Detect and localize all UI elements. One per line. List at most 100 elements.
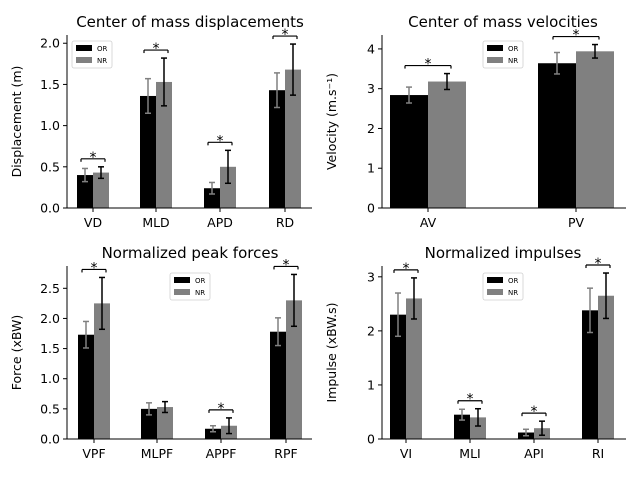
legend-swatch-OR <box>487 45 503 51</box>
x-tick-label-VD: VD <box>84 215 102 230</box>
y-axis-label: Impulse (xBW.s) <box>324 302 339 402</box>
significance-star: * <box>595 256 602 272</box>
legend-label-NR: NR <box>508 289 518 297</box>
significance-star: * <box>425 57 432 73</box>
x-tick-label-RD: RD <box>276 215 294 230</box>
x-tick-label-MLPF: MLPF <box>141 446 173 461</box>
significance-star: * <box>573 28 580 44</box>
bar-OR-MLD <box>140 95 156 208</box>
significance-star: * <box>467 392 474 408</box>
legend-swatch-NR <box>487 57 503 63</box>
y-tick-label: 2.5 <box>40 281 60 296</box>
y-tick-label: 0.0 <box>40 201 60 216</box>
x-tick-label-APPF: APPF <box>206 446 237 461</box>
bar-NR-RD <box>285 69 301 208</box>
bar-NR-VPF <box>94 303 110 439</box>
y-axis-label: Velocity (m.s⁻¹) <box>324 73 339 170</box>
x-tick-label-APD: APD <box>207 215 233 230</box>
legend-label-OR: OR <box>97 45 108 53</box>
legend: OR NR <box>482 272 524 301</box>
bar-NR-MLPF <box>157 407 173 439</box>
bar-OR-PV <box>538 63 576 208</box>
bar-OR-APPF <box>205 428 221 439</box>
bar-OR-VD <box>77 175 93 208</box>
y-tick-label: 3 <box>367 269 375 284</box>
y-tick-label: 0 <box>367 201 375 216</box>
bar-OR-MLPF <box>141 408 157 439</box>
chart-panel-4: Normalized impulses Impulse (xBW.s) 0 1 2 3 * V… <box>324 244 626 461</box>
y-tick-label: 3 <box>367 81 375 96</box>
bar-OR-RD <box>269 90 285 208</box>
y-tick-label: 1 <box>367 161 375 176</box>
y-tick-label: 2.0 <box>40 36 60 51</box>
y-tick-label: 0.5 <box>40 159 60 174</box>
legend-swatch-NR <box>487 289 503 295</box>
y-tick-label: 2.0 <box>40 311 60 326</box>
significance-star: * <box>282 27 289 43</box>
x-tick-label-AV: AV <box>420 215 437 230</box>
significance-star: * <box>153 41 160 57</box>
legend-label-OR: OR <box>508 45 519 53</box>
legend-swatch-NR <box>76 57 92 63</box>
significance-star: * <box>90 150 97 166</box>
significance-star: * <box>91 260 98 276</box>
bar-NR-PV <box>576 51 614 208</box>
chart-title: Center of mass displacements <box>76 13 304 31</box>
bar-OR-MLI <box>454 414 470 439</box>
significance-star: * <box>283 257 290 273</box>
bar-OR-APD <box>204 188 220 208</box>
legend-label-NR: NR <box>508 57 518 65</box>
bar-OR-RI <box>582 310 598 439</box>
chart-panel-1: Center of mass displacements Displacement… <box>9 13 312 230</box>
bar-OR-VI <box>390 314 406 439</box>
bar-OR-AV <box>390 95 428 208</box>
legend: OR NR <box>169 272 211 301</box>
bar-OR-RPF <box>270 331 286 439</box>
legend: OR NR <box>482 40 524 69</box>
y-tick-label: 1.5 <box>40 77 60 92</box>
y-tick-label: 1.0 <box>40 371 60 386</box>
legend: OR NR <box>71 40 113 69</box>
legend-swatch-OR <box>174 277 190 283</box>
significance-star: * <box>218 401 225 417</box>
significance-star: * <box>531 404 538 420</box>
bar-NR-AV <box>428 81 466 208</box>
y-tick-label: 2 <box>367 121 375 136</box>
bar-NR-VI <box>406 298 422 439</box>
legend-swatch-OR <box>487 277 503 283</box>
y-axis-label: Force (xBW) <box>9 315 24 390</box>
bar-NR-VD <box>93 172 109 208</box>
x-tick-label-VPF: VPF <box>82 446 105 461</box>
legend-label-NR: NR <box>195 289 205 297</box>
y-tick-label: 2 <box>367 323 375 338</box>
x-tick-label-MLI: MLI <box>459 446 480 461</box>
x-tick-label-MLD: MLD <box>142 215 169 230</box>
legend-label-OR: OR <box>508 277 519 285</box>
y-tick-label: 0.0 <box>40 432 60 447</box>
y-tick-label: 0.5 <box>40 401 60 416</box>
chart-title: Normalized peak forces <box>102 244 279 262</box>
significance-star: * <box>403 261 410 277</box>
legend-swatch-OR <box>76 45 92 51</box>
y-tick-label: 1.0 <box>40 118 60 133</box>
chart-panel-3: Normalized peak forces Force (xBW) 0.0 0.5 1… <box>9 244 312 461</box>
x-tick-label-VI: VI <box>400 446 412 461</box>
chart-title: Normalized impulses <box>425 244 582 262</box>
y-tick-label: 1.5 <box>40 341 60 356</box>
bar-NR-MLD <box>156 81 172 208</box>
x-tick-label-RPF: RPF <box>274 446 297 461</box>
legend-label-OR: OR <box>195 277 206 285</box>
bar-NR-RPF <box>286 300 302 439</box>
bar-NR-APD <box>220 166 236 208</box>
x-tick-label-API: API <box>524 446 544 461</box>
legend-swatch-NR <box>174 289 190 295</box>
y-axis-label: Displacement (m) <box>9 66 24 178</box>
x-tick-label-RI: RI <box>592 446 604 461</box>
significance-star: * <box>217 133 224 149</box>
bar-NR-RI <box>598 295 614 439</box>
chart-title: Center of mass velocities <box>408 13 598 31</box>
y-tick-label: 0 <box>367 432 375 447</box>
y-tick-label: 1 <box>367 377 375 392</box>
y-tick-label: 4 <box>367 41 375 56</box>
